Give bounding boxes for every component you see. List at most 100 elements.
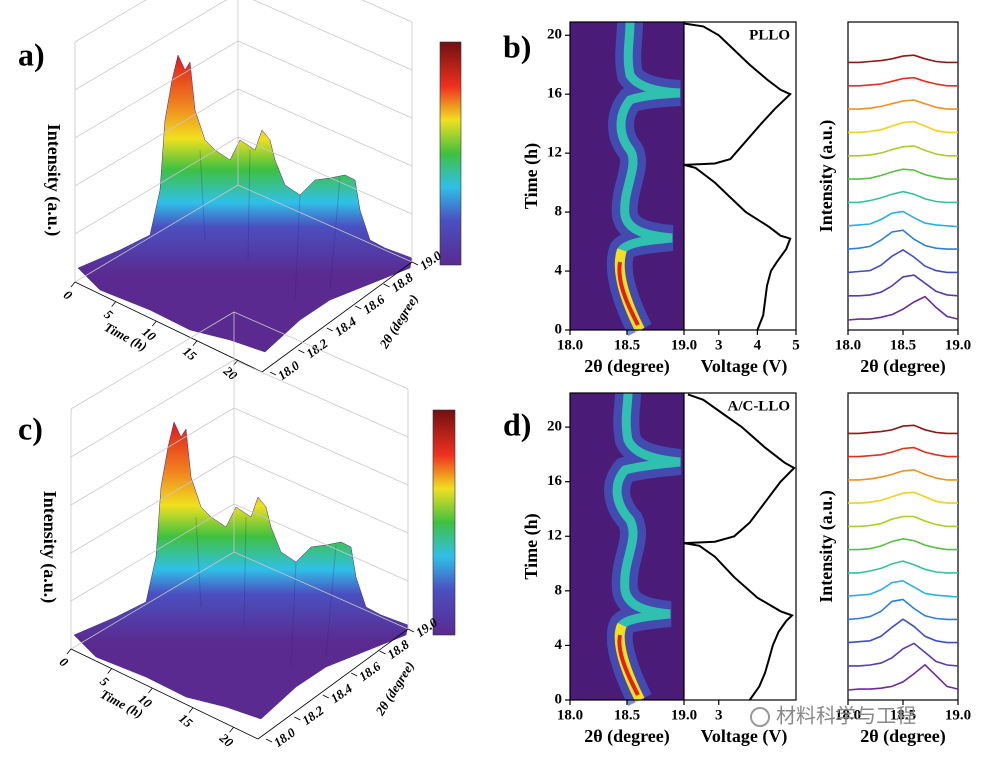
annotation: A/C-LLO [727, 398, 790, 414]
watermark: 材料科学与工程 [776, 704, 916, 728]
annotation: PLLO [749, 27, 790, 43]
y-tick-label: 18.4 [332, 313, 360, 339]
wall-grid [361, 0, 413, 23]
tick-mark [70, 281, 76, 288]
pattern-curve [847, 598, 958, 621]
x-tick-label: 15 [176, 711, 196, 731]
y-tick-label: 8 [555, 204, 563, 220]
axis-line [261, 261, 413, 373]
panel-label: d) [503, 406, 531, 442]
x-tick-label: 19.0 [671, 707, 697, 723]
plot-frame [683, 21, 797, 331]
plot-frame [847, 392, 959, 701]
tick-mark [322, 694, 329, 699]
y-tick-label: 0 [555, 691, 563, 707]
x-axis-label: Time (h) [102, 319, 150, 354]
colorbar [432, 409, 456, 636]
wall-grid [233, 311, 409, 390]
wall-grid [233, 359, 409, 438]
x-tick-label: 4 [754, 337, 762, 353]
tick-mark [107, 668, 112, 674]
colorbar [439, 41, 462, 266]
y-axis-label: Time (h) [521, 143, 542, 209]
tick-mark [326, 327, 333, 332]
y-tick-label: 18.6 [360, 291, 388, 317]
tick-mark [188, 707, 194, 713]
tick-mark [379, 650, 386, 655]
tick-mark [407, 628, 415, 633]
y-tick-label: 20 [547, 27, 562, 43]
wall-grid [74, 88, 239, 187]
y-tick-label: 16 [547, 473, 563, 489]
y-tick-label: 12 [547, 145, 562, 161]
y-tick-label: 0 [555, 321, 563, 337]
pattern-curve [848, 560, 958, 574]
pattern-curve [847, 248, 958, 274]
x-axis-label: Voltage (V) [701, 726, 788, 747]
x-tick-label: 19.0 [671, 337, 697, 353]
x-tick-label: 18.5 [614, 707, 640, 723]
voltage-curve [683, 393, 796, 701]
y-tick-label: 20 [547, 419, 562, 435]
x-tick-label: 5 [792, 337, 800, 353]
pattern-curve [848, 642, 959, 667]
tick-mark [269, 371, 277, 376]
voltage-curve [683, 22, 792, 331]
y-tick-label: 4 [555, 262, 563, 278]
wall-grid [233, 455, 409, 534]
pattern-curve [848, 99, 958, 110]
pattern-curve [848, 168, 958, 180]
pattern-curve [847, 618, 958, 644]
x-tick-label: 19.0 [945, 337, 971, 353]
axis-line [74, 281, 263, 373]
wall-grid [70, 407, 235, 506]
y-axis-label: Intensity (a.u.) [816, 120, 837, 233]
pattern-curve [848, 120, 958, 134]
y-axis-label: Time (h) [521, 513, 542, 579]
y-tick-label: 18.0 [271, 724, 299, 750]
x-tick-label: 18.5 [890, 337, 916, 353]
pattern-curve [847, 579, 959, 598]
x-tick-label: 18.5 [614, 337, 640, 353]
pattern-curve [847, 210, 959, 228]
x-axis-label: Time (h) [98, 686, 146, 721]
y-tick-label: 12 [547, 528, 562, 544]
pattern-curve [848, 424, 958, 435]
x-axis-label: 2θ (degree) [860, 356, 946, 377]
pattern-curve [847, 295, 959, 321]
tick-mark [111, 301, 116, 307]
x-tick-label: 0 [61, 287, 76, 303]
y-tick-label: 16 [547, 86, 563, 102]
y-tick-label: 4 [555, 637, 563, 653]
wall-grid [233, 551, 409, 630]
tick-mark [265, 738, 273, 743]
x-tick-label: 18.0 [835, 707, 861, 723]
x-tick-label: 3 [715, 707, 723, 723]
z-axis-label: Intensity (a.u.) [39, 491, 60, 604]
x-tick-label: 0 [57, 654, 72, 670]
axis-line [257, 628, 409, 740]
tick-mark [351, 672, 358, 677]
pattern-curve [848, 145, 958, 157]
x-axis-label: 2θ (degree) [860, 726, 946, 747]
tick-mark [355, 305, 362, 310]
tick-mark [383, 283, 390, 288]
x-tick-label: 18.0 [557, 337, 583, 353]
tick-mark [147, 687, 153, 694]
wall-grid [237, 136, 413, 215]
tick-mark [229, 727, 234, 733]
pattern-curve [848, 537, 958, 551]
tick-mark [294, 716, 301, 721]
pattern-curve [848, 469, 958, 481]
panel-label: c) [18, 410, 43, 446]
wall-grid [233, 503, 409, 582]
surface [77, 54, 413, 353]
y-tick-label: 18.6 [356, 658, 384, 684]
tick-mark [151, 320, 157, 327]
tick-mark [66, 648, 72, 655]
wall-grid [74, 40, 239, 139]
wall-grid [74, 184, 239, 283]
wall-grid [233, 407, 409, 486]
